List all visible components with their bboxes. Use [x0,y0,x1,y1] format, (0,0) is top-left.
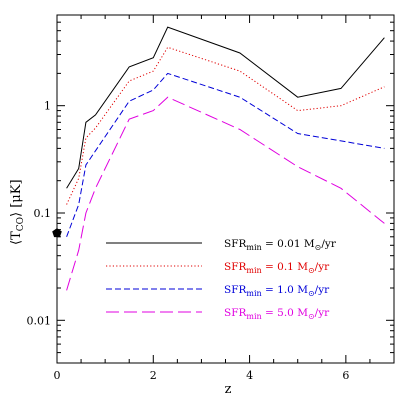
legend-label-3: SFRmin = 5.0 M⊙/yr [224,307,330,321]
x-tick-label: 6 [342,369,349,382]
x-tick-label: 4 [246,369,253,382]
marker-pentagon [52,228,62,238]
y-tick-label: 0.01 [27,314,52,327]
legend: SFRmin = 0.01 M⊙/yr SFRmin = 0.1 M⊙/yr SFR… [106,238,337,321]
y-tick-label: 1 [44,100,51,113]
series-line-2 [66,72,385,237]
y-axis-label-sub: CO [16,217,26,231]
x-tick-label: 2 [150,369,157,382]
y-axis-label-unit: ⟩ [μK] [9,179,24,217]
series-lines [66,26,385,291]
legend-label-0: SFRmin = 0.01 M⊙/yr [224,238,337,252]
y-axis-label: ⟨TCO⟩ [μK] [9,179,26,245]
y-tick-label: 0.1 [34,207,52,220]
series-line-3 [66,96,385,291]
series-line-1 [66,46,385,205]
marker-point [52,228,62,238]
svg-text:⟨TCO⟩ [μK]: ⟨TCO⟩ [μK] [9,179,26,245]
axis-ticks [56,14,395,364]
x-tick-label: 0 [54,369,61,382]
series-line-0 [66,26,385,189]
tick-labels: 0 2 4 6 0.01 0.1 1 [27,100,350,382]
y-axis-label-main: ⟨T [9,231,24,245]
x-axis-label: z [225,382,232,397]
legend-label-1: SFRmin = 0.1 M⊙/yr [224,261,330,275]
legend-label-2: SFRmin = 1.0 M⊙/yr [224,284,330,298]
